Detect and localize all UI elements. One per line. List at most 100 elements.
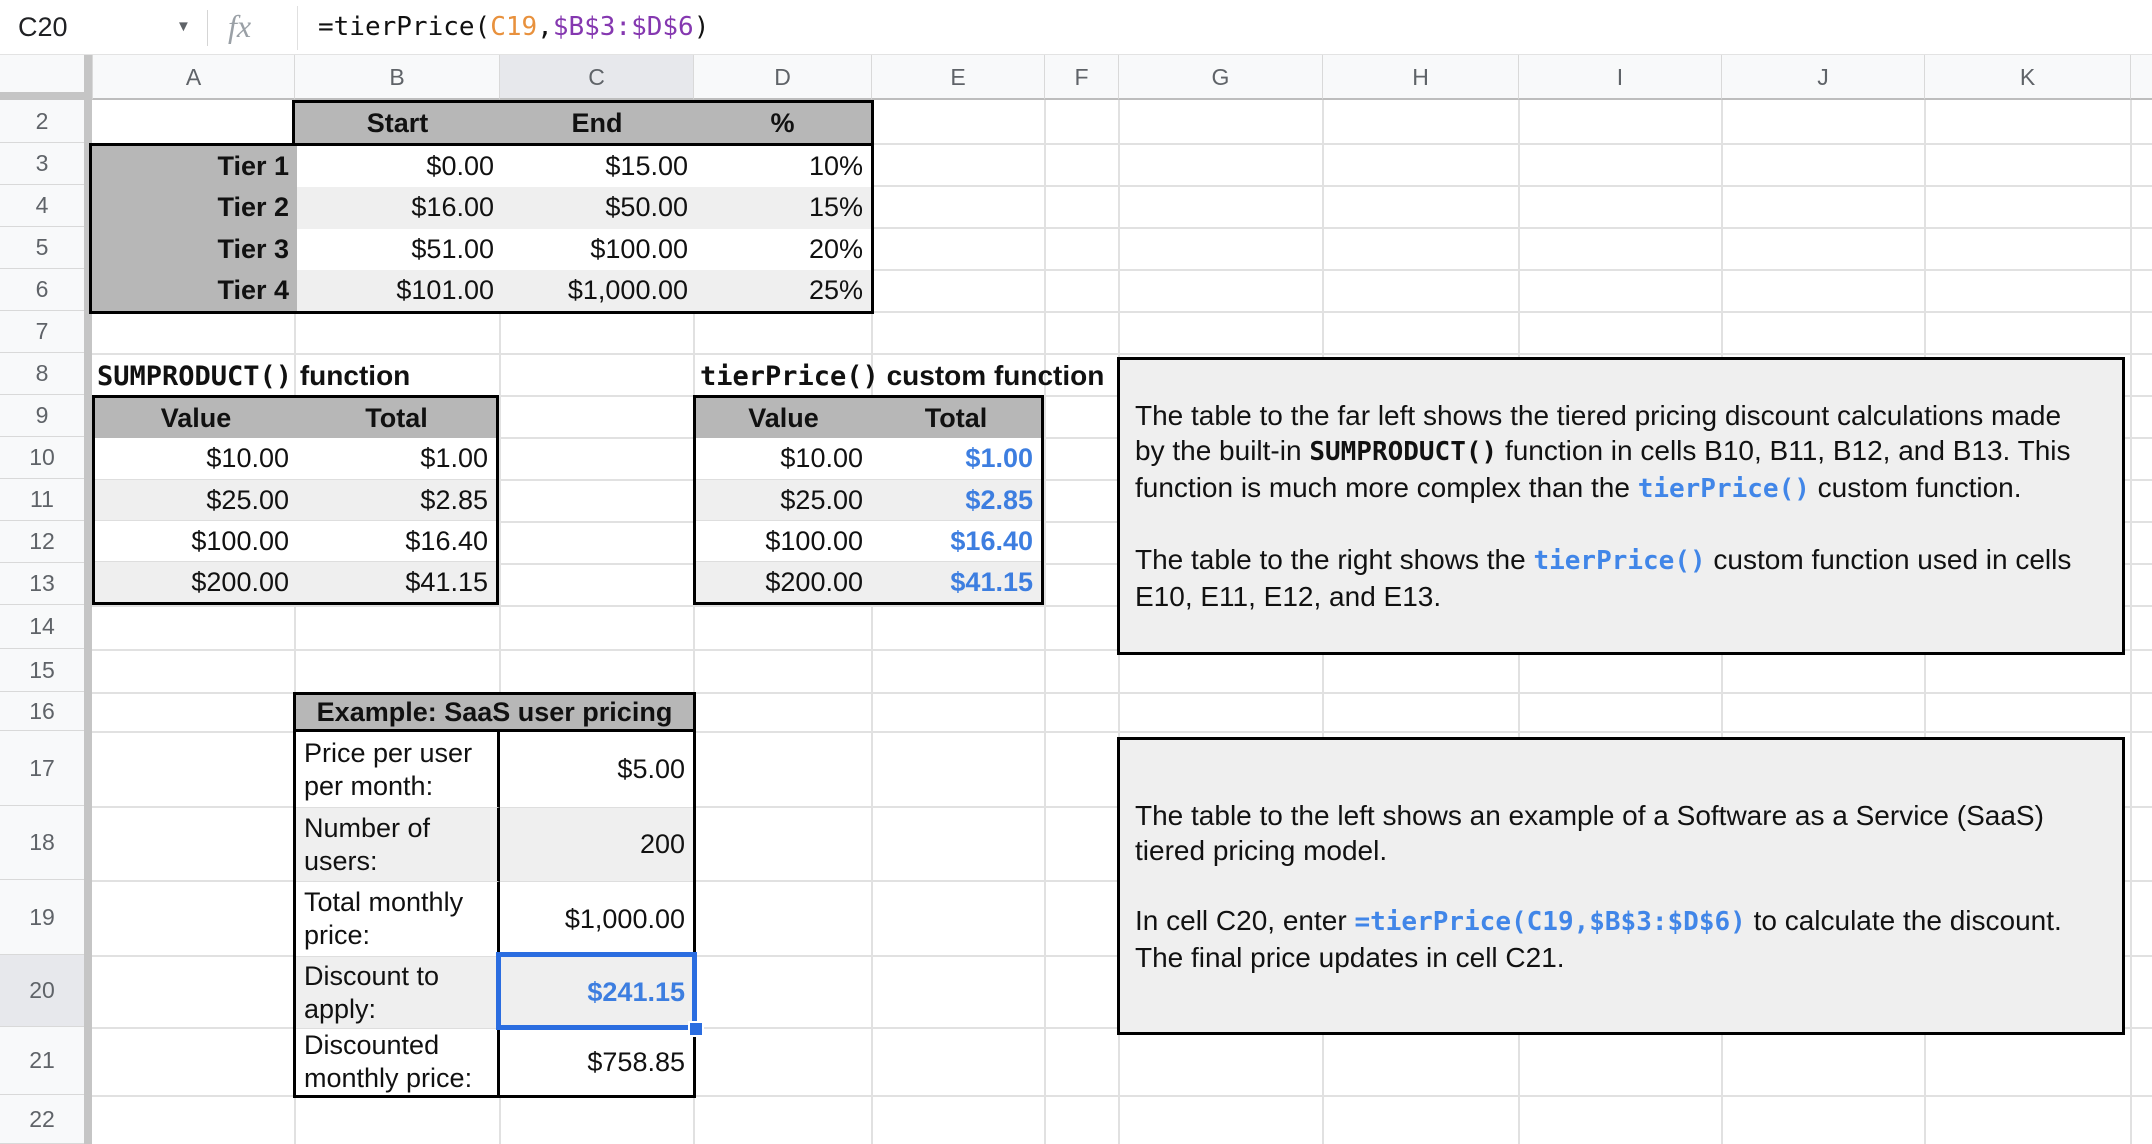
cell-B9[interactable]: Total <box>297 398 496 438</box>
cell-B5[interactable]: $51.00 <box>297 228 502 270</box>
cell-D3[interactable]: 10% <box>696 146 871 188</box>
cell-C6[interactable]: $1,000.00 <box>502 269 696 311</box>
column-header-F[interactable]: F <box>1044 55 1118 100</box>
column-header-D[interactable]: D <box>693 55 871 100</box>
row-header-20[interactable]: 20 <box>0 955 84 1027</box>
chevron-down-icon[interactable]: ▼ <box>176 18 191 35</box>
cell-B20[interactable]: Discount to apply: <box>296 956 500 1028</box>
cell-A13[interactable]: $200.00 <box>95 561 297 602</box>
row-header-13[interactable]: 13 <box>0 563 84 605</box>
cell-A5[interactable]: Tier 3 <box>92 228 297 270</box>
column-header-C[interactable]: C <box>499 55 693 100</box>
cell-A3[interactable]: Tier 1 <box>92 146 297 188</box>
row-header-3[interactable]: 3 <box>0 143 84 185</box>
cell-D10[interactable]: $10.00 <box>696 438 871 479</box>
cell-D9[interactable]: Value <box>696 398 871 438</box>
row-header-7[interactable]: 7 <box>0 311 84 353</box>
cell-D5[interactable]: 20% <box>696 228 871 270</box>
sumproduct-title[interactable]: SUMPRODUCT() function <box>97 356 410 396</box>
cell-D4[interactable]: 15% <box>696 187 871 229</box>
cell-D12[interactable]: $100.00 <box>696 520 871 561</box>
cell-B3[interactable]: $0.00 <box>297 146 502 188</box>
note-box-2[interactable]: The table to the left shows an example o… <box>1117 737 2125 1035</box>
tierprice-title-rest: custom function <box>878 360 1105 391</box>
cell-E13[interactable]: $41.15 <box>871 561 1041 602</box>
column-header-A[interactable]: A <box>92 55 294 100</box>
cell-A10[interactable]: $10.00 <box>95 438 297 479</box>
cell-B12[interactable]: $16.40 <box>297 520 496 561</box>
cell-C19[interactable]: $1,000.00 <box>500 881 693 956</box>
cell-A6[interactable]: Tier 4 <box>92 269 297 311</box>
cell-B16[interactable]: Example: SaaS user pricing <box>296 695 693 732</box>
cell-B18[interactable]: Number of users: <box>296 807 500 881</box>
column-header-G[interactable]: G <box>1118 55 1322 100</box>
row-header-18[interactable]: 18 <box>0 806 84 880</box>
row-header-14[interactable]: 14 <box>0 605 84 649</box>
cell-B4[interactable]: $16.00 <box>297 187 502 229</box>
cell-C18[interactable]: 200 <box>500 807 693 881</box>
row-header-21[interactable]: 21 <box>0 1027 84 1095</box>
column-header-I[interactable]: I <box>1518 55 1721 100</box>
cell-B21[interactable]: Discounted monthly price: <box>296 1028 500 1095</box>
cell-A4[interactable]: Tier 2 <box>92 187 297 229</box>
row-header-12[interactable]: 12 <box>0 521 84 563</box>
cell-A12[interactable]: $100.00 <box>95 520 297 561</box>
select-all-corner[interactable] <box>0 55 84 92</box>
cell-A11[interactable]: $25.00 <box>95 479 297 520</box>
cell-E9[interactable]: Total <box>871 398 1041 438</box>
cell-C3[interactable]: $15.00 <box>502 146 696 188</box>
row-header-17[interactable]: 17 <box>0 731 84 806</box>
fx-icon: fx <box>228 8 252 44</box>
row-header-8[interactable]: 8 <box>0 353 84 395</box>
row-header-22[interactable]: 22 <box>0 1095 84 1144</box>
cell-B2[interactable]: Start <box>295 103 500 143</box>
gridline <box>1044 100 1046 1144</box>
column-header-partial[interactable] <box>2130 55 2152 100</box>
cell-D6[interactable]: 25% <box>696 269 871 311</box>
cell-A9[interactable]: Value <box>95 398 297 438</box>
column-header-H[interactable]: H <box>1322 55 1518 100</box>
tierprice-title[interactable]: tierPrice() custom function <box>700 356 1104 396</box>
column-header-E[interactable]: E <box>871 55 1044 100</box>
row-header-9[interactable]: 9 <box>0 395 84 437</box>
cell-E10[interactable]: $1.00 <box>871 438 1041 479</box>
cell-D11[interactable]: $25.00 <box>696 479 871 520</box>
sumproduct-title-code: SUMPRODUCT() <box>97 360 293 392</box>
row-header-5[interactable]: 5 <box>0 227 84 269</box>
cell-C4[interactable]: $50.00 <box>502 187 696 229</box>
row-header-6[interactable]: 6 <box>0 269 84 311</box>
name-box[interactable]: C20 ▼ <box>0 0 207 54</box>
cell-B11[interactable]: $2.85 <box>297 479 496 520</box>
cell-D13[interactable]: $200.00 <box>696 561 871 602</box>
cell-B6[interactable]: $101.00 <box>297 269 502 311</box>
column-header-J[interactable]: J <box>1721 55 1924 100</box>
fill-handle[interactable] <box>688 1021 704 1037</box>
note-box-1[interactable]: The table to the far left shows the tier… <box>1117 357 2125 655</box>
cell-D2[interactable]: % <box>694 103 871 143</box>
row-header-4[interactable]: 4 <box>0 185 84 227</box>
column-header-K[interactable]: K <box>1924 55 2130 100</box>
cell-E12[interactable]: $16.40 <box>871 520 1041 561</box>
row-header-10[interactable]: 10 <box>0 437 84 479</box>
divider <box>207 10 208 46</box>
row-header-11[interactable]: 11 <box>0 479 84 521</box>
cell-C17[interactable]: $5.00 <box>500 732 693 807</box>
formula-input[interactable]: =tierPrice(C19,$B$3:$D$6) <box>318 0 709 54</box>
column-header-B[interactable]: B <box>294 55 499 100</box>
row-header-2[interactable]: 2 <box>0 100 84 143</box>
gridline <box>871 100 873 1144</box>
cell-B10[interactable]: $1.00 <box>297 438 496 479</box>
cell-E11[interactable]: $2.85 <box>871 479 1041 520</box>
note-paragraph: The table to the right shows the tierPri… <box>1135 544 2072 612</box>
note-paragraph: The table to the left shows an example o… <box>1135 799 2044 866</box>
cell-B17[interactable]: Price per user per month: <box>296 732 500 807</box>
row-header-16[interactable]: 16 <box>0 692 84 731</box>
row-header-19[interactable]: 19 <box>0 880 84 955</box>
cell-B19[interactable]: Total monthly price: <box>296 881 500 956</box>
cell-C5[interactable]: $100.00 <box>502 228 696 270</box>
row-header-15[interactable]: 15 <box>0 649 84 692</box>
cell-B13[interactable]: $41.15 <box>297 561 496 602</box>
cell-C20[interactable]: $241.15 <box>500 956 693 1028</box>
cell-C21[interactable]: $758.85 <box>500 1028 693 1095</box>
cell-C2[interactable]: End <box>500 103 694 143</box>
